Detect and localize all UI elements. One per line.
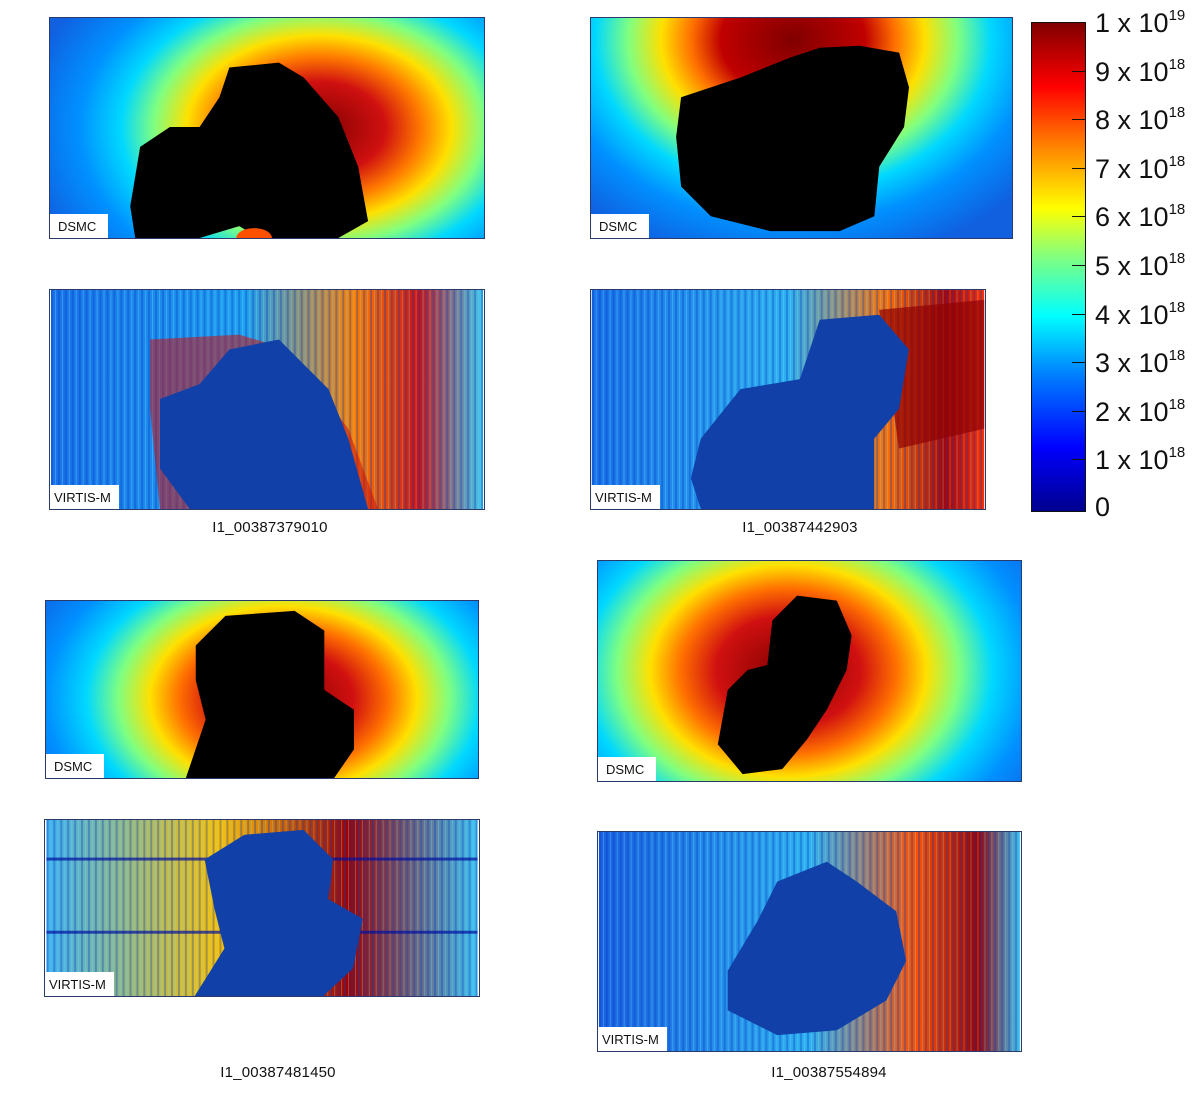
image-id-caption: I1_00387442903: [742, 519, 858, 536]
colorbar-label-exponent: 18: [1168, 201, 1186, 219]
noise-map: [591, 290, 985, 509]
colorbar-label: 1 x 1018: [1095, 445, 1185, 474]
colorbar-label: 7 x 1018: [1095, 154, 1185, 183]
colorbar-label-mantissa: 2 x 10: [1095, 396, 1169, 427]
colorbar-tick: [1072, 70, 1086, 72]
colorbar-label: 4 x 1018: [1095, 300, 1185, 329]
panel-label: DSMC: [591, 214, 650, 238]
colorbar-label-mantissa: 9 x 10: [1095, 56, 1169, 87]
colorbar-label-mantissa: 3 x 10: [1095, 348, 1169, 379]
colorbar-label-mantissa: 1 x 10: [1095, 8, 1169, 38]
colorbar-label: 1 x 1019: [1095, 8, 1185, 37]
colorbar-label-mantissa: 0: [1095, 492, 1111, 522]
colorbar-label-exponent: 18: [1168, 104, 1186, 122]
colorbar-tick: [1072, 362, 1086, 364]
panel-label: DSMC: [46, 754, 105, 778]
image-id-caption: I1_00387481450: [220, 1064, 336, 1081]
colorbar-label: 8 x 1018: [1095, 105, 1185, 134]
panel-label: VIRTIS-M: [591, 485, 660, 509]
colorbar-tick: [1072, 459, 1086, 461]
colorbar-label-exponent: 18: [1168, 55, 1186, 73]
colorbar-label-mantissa: 4 x 10: [1095, 299, 1169, 330]
colorbar-label-mantissa: 8 x 10: [1095, 105, 1169, 136]
colorbar-tick: [1072, 167, 1086, 169]
colorbar-label-exponent: 18: [1168, 347, 1186, 365]
noise-map: [46, 820, 478, 996]
noise-map: [50, 290, 484, 509]
dsmc-panel-2: DSMC: [590, 17, 1013, 239]
virtis-panel-1: VIRTIS-M: [49, 289, 485, 510]
panel-label: DSMC: [50, 214, 109, 238]
nucleus-shadow: [185, 610, 354, 778]
dsmc-panel-1: DSMC: [49, 17, 485, 239]
colorbar-tick: [1072, 265, 1086, 266]
colorbar-tick: [1072, 313, 1086, 315]
colorbar-label: 6 x 1018: [1095, 202, 1185, 231]
colorbar-label-mantissa: 6 x 10: [1095, 202, 1169, 233]
colorbar-tick: [1072, 410, 1086, 412]
dsmc-panel-4: DSMC: [597, 560, 1022, 782]
colorbar-label-exponent: 18: [1168, 298, 1186, 316]
colorbar-label-mantissa: 1 x 10: [1095, 445, 1169, 476]
panel-label: DSMC: [598, 757, 657, 781]
colorbar-label-exponent: 18: [1168, 250, 1186, 267]
colorbar-label: 5 x 1018: [1095, 251, 1185, 280]
image-id-caption: I1_00387379010: [212, 519, 328, 536]
colorbar-label-exponent: 18: [1168, 395, 1186, 413]
panel-label: VIRTIS-M: [598, 1027, 667, 1051]
colorbar: [1031, 22, 1086, 512]
virtis-panel-2: VIRTIS-M: [590, 289, 986, 510]
panel-label: VIRTIS-M: [45, 972, 114, 996]
colorbar-label-exponent: 18: [1168, 444, 1186, 462]
colorbar-label-mantissa: 5 x 10: [1095, 251, 1169, 281]
colorbar-tick: [1072, 216, 1086, 218]
nucleus-shadow: [717, 595, 852, 775]
colorbar-label-exponent: 18: [1168, 152, 1186, 170]
nucleus-shadow: [130, 62, 369, 238]
colorbar-label-mantissa: 7 x 10: [1095, 153, 1169, 184]
nucleus-shadow: [676, 45, 910, 232]
panel-label: VIRTIS-M: [50, 485, 119, 509]
colorbar-label: 0: [1095, 494, 1110, 521]
dsmc-panel-3: DSMC: [45, 600, 479, 779]
colorbar-label: 9 x 1018: [1095, 57, 1185, 86]
colorbar-label: 2 x 1018: [1095, 397, 1185, 426]
colorbar-label: 3 x 1018: [1095, 348, 1185, 377]
virtis-panel-3: VIRTIS-M: [44, 819, 480, 997]
colorbar-tick: [1072, 119, 1086, 121]
noise-map: [598, 832, 1021, 1051]
image-id-caption: I1_00387554894: [771, 1064, 887, 1081]
colorbar-label-exponent: 19: [1168, 7, 1186, 24]
virtis-panel-4: VIRTIS-M: [597, 831, 1022, 1052]
